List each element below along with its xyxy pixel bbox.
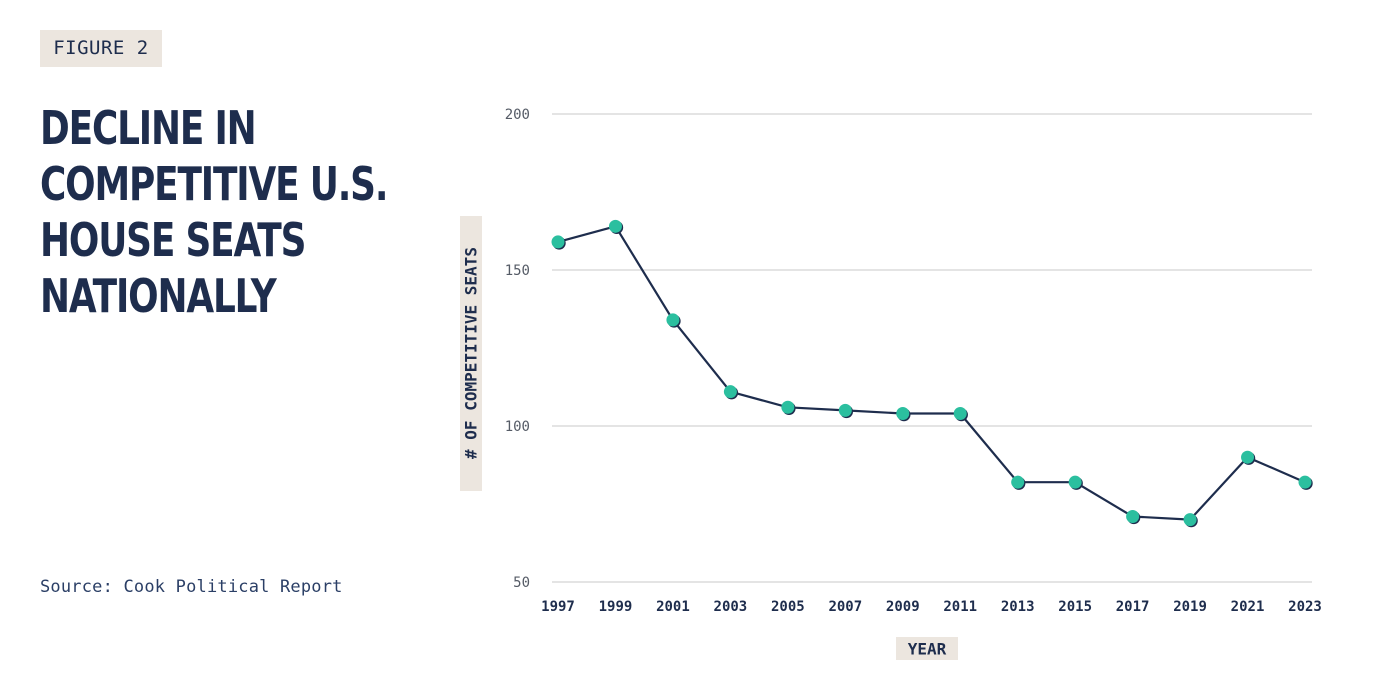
data-point [781, 400, 796, 415]
data-point [608, 219, 624, 235]
data-point-marker [896, 407, 910, 421]
figure-label: FIGURE 2 [40, 30, 162, 67]
x-tick-label: 2011 [943, 599, 977, 615]
y-tick-label: 50 [513, 575, 530, 591]
x-tick-label: 2019 [1173, 599, 1207, 615]
data-point [1241, 450, 1256, 465]
x-axis-title: YEAR [908, 640, 947, 659]
data-point-marker [723, 385, 737, 399]
data-point [723, 385, 739, 400]
data-point-marker [1011, 475, 1025, 489]
x-tick-label: 1999 [599, 599, 633, 615]
data-point-marker [1126, 509, 1140, 523]
data-point [838, 403, 854, 419]
x-tick-label: 2021 [1231, 599, 1265, 615]
data-point-marker [1298, 475, 1312, 489]
y-axis-title-group: # OF COMPETITIVE SEATS [460, 216, 482, 491]
data-point [551, 235, 566, 250]
data-point [1068, 475, 1083, 490]
data-point-marker [1183, 513, 1197, 527]
data-point [953, 407, 968, 422]
x-tick-label: 2015 [1058, 599, 1092, 615]
grid-lines [552, 113, 1312, 583]
data-point-marker [608, 219, 622, 233]
x-tick-label: 2017 [1116, 599, 1150, 615]
data-point [1183, 513, 1198, 528]
x-tick-label: 2013 [1001, 599, 1035, 615]
data-point-marker [1068, 475, 1082, 489]
data-point [1298, 475, 1313, 490]
x-axis-title-group: YEAR [896, 637, 958, 660]
data-point-marker [666, 313, 680, 327]
y-tick-labels: 50 100 150 200 [505, 107, 530, 591]
source-note: Source: Cook Political Report [40, 577, 343, 597]
x-tick-label: 2003 [714, 599, 748, 615]
data-point-marker [1241, 450, 1255, 464]
x-tick-label: 2023 [1288, 599, 1322, 615]
y-tick-label: 200 [505, 107, 530, 123]
y-axis-title: # OF COMPETITIVE SEATS [462, 247, 481, 459]
x-tick-label: 2001 [656, 599, 690, 615]
x-tick-labels: 1997 1999 2001 2003 2005 2007 2009 2011 2013 2015… [541, 599, 1322, 615]
y-tick-label: 150 [505, 263, 530, 279]
data-point [666, 313, 681, 328]
data-points [551, 219, 1313, 528]
x-tick-label: 2007 [828, 599, 862, 615]
x-axis-title-background [896, 637, 958, 660]
x-tick-label: 1997 [541, 599, 575, 615]
data-point-marker [551, 235, 565, 249]
series-line [557, 225, 1306, 521]
x-tick-label: 2005 [771, 599, 805, 615]
data-point-marker [838, 403, 852, 417]
data-point [896, 407, 911, 422]
y-tick-label: 100 [505, 419, 530, 435]
data-point [1126, 509, 1141, 525]
data-point-marker [781, 400, 795, 414]
data-point [1011, 475, 1026, 490]
data-point-marker [953, 407, 967, 421]
y-axis-title-background [460, 216, 482, 491]
chart-title: DECLINE IN COMPETITIVE U.S. HOUSE SEATS … [40, 101, 388, 323]
x-tick-label: 2009 [886, 599, 920, 615]
